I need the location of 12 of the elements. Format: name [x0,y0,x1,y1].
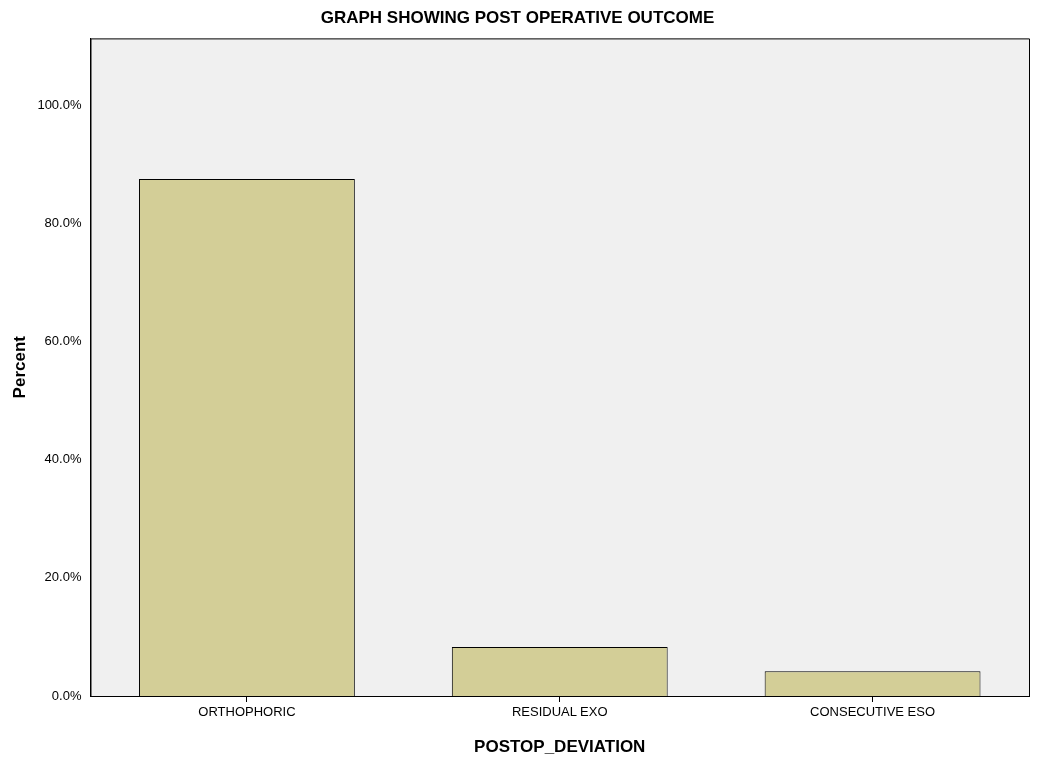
x-axis-title: POSTOP_DEVIATION [474,737,646,757]
y-tick-label: 20.0% [44,569,82,585]
y-tick-label: 60.0% [44,333,82,349]
y-axis-title: Percent [9,335,29,399]
chart-title: GRAPH SHOWING POST OPERATIVE OUTCOME [320,7,715,27]
y-tick-label: 80.0% [44,214,82,230]
y-tick-label: 100.0% [37,96,82,112]
y-tick-label: 40.0% [44,451,82,467]
x-tick-label: RESIDUAL EXO [511,704,608,720]
y-tick-label: 0.0% [51,687,82,703]
x-tick-label: CONSECUTIVE ESO [810,704,936,720]
x-tick-label: ORTHOPHORIC [198,704,296,720]
